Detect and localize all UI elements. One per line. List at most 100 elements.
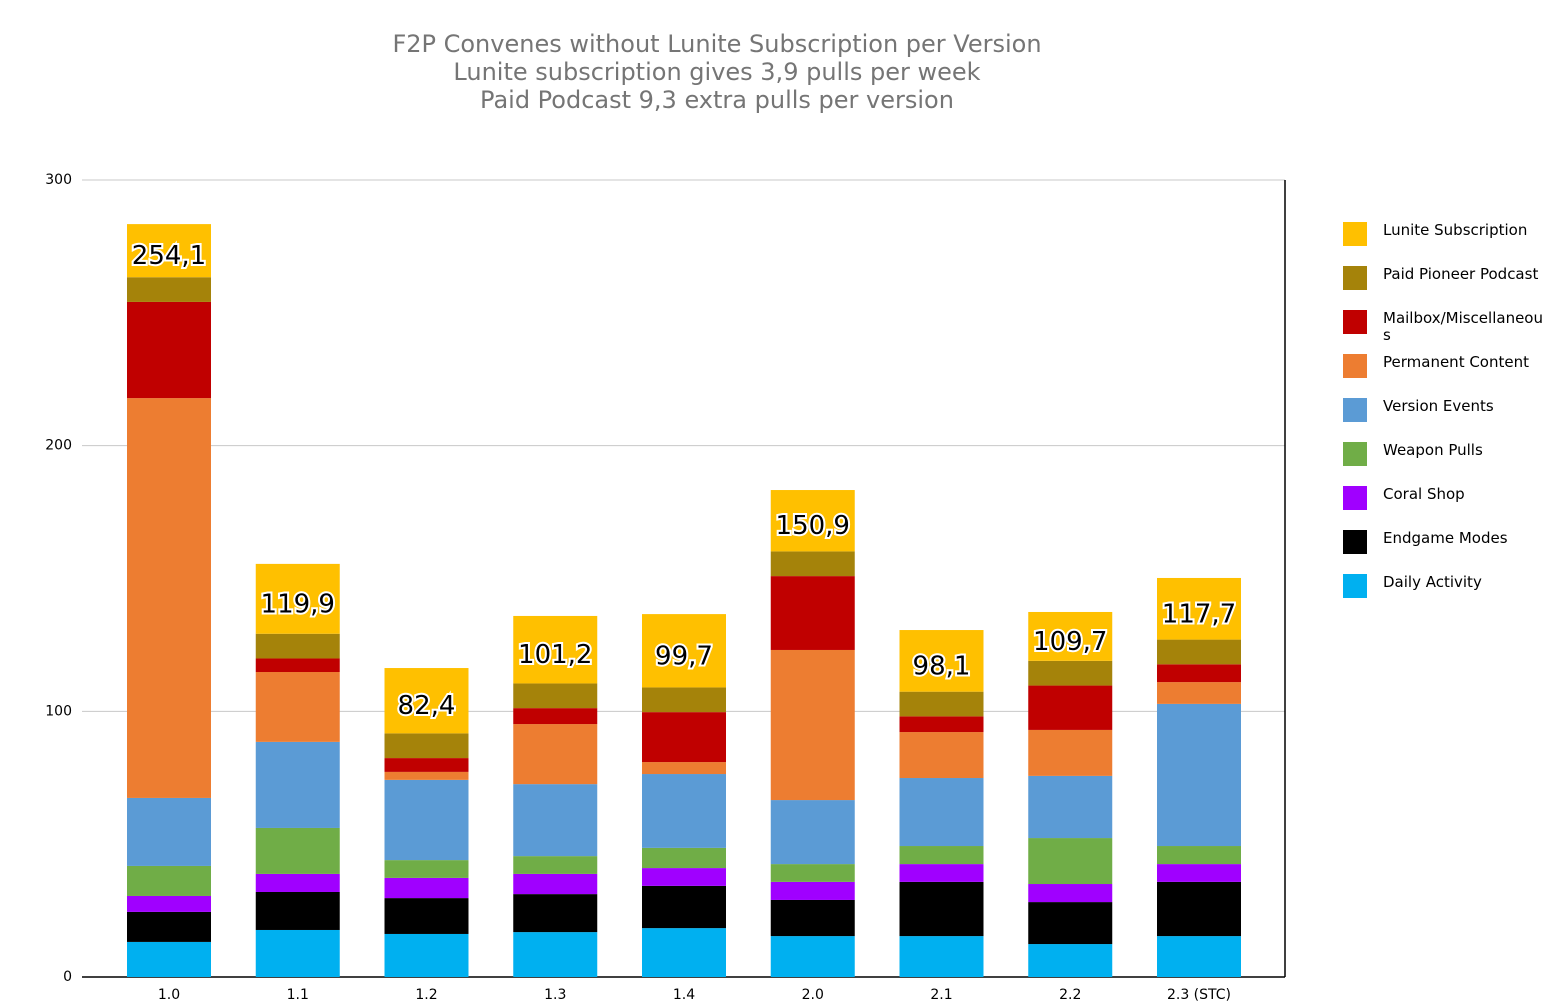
legend-swatch	[1343, 398, 1367, 422]
bar-segment	[642, 712, 726, 763]
bar-segment	[384, 933, 469, 977]
legend-swatch	[1343, 530, 1367, 554]
bar-segment	[1028, 838, 1113, 885]
bar-segment	[513, 724, 598, 785]
bar-segment	[255, 741, 340, 828]
bar-segment	[770, 576, 855, 650]
legend-swatch	[1343, 310, 1367, 334]
bar-segment	[127, 398, 211, 798]
legend-item: Paid Pioneer Podcast	[1343, 266, 1548, 310]
bar-segment	[513, 683, 598, 709]
bar-segment	[1157, 577, 1241, 640]
x-tick-label: 2.0	[802, 987, 824, 1003]
bar-segment	[384, 779, 469, 861]
total-label: 82,4	[398, 691, 456, 721]
chart-subtitle: Lunite subscription gives 3,9 pulls per …	[453, 58, 980, 86]
legend-label: Lunite Subscription	[1383, 221, 1528, 239]
bar-segment	[899, 881, 984, 937]
total-label: 254,1	[132, 241, 206, 271]
bar-segment	[899, 691, 984, 717]
x-tick-label: 1.0	[158, 987, 180, 1003]
bar-segment	[1157, 703, 1241, 847]
bar-segment	[1157, 881, 1241, 937]
bar-segment	[642, 885, 726, 929]
bar-segment	[899, 716, 984, 733]
bar-segment	[642, 687, 726, 713]
legend-item: Lunite Subscription	[1343, 222, 1548, 266]
bar-segment	[127, 941, 211, 977]
bar-segment	[513, 708, 598, 725]
y-tick-label: 100	[45, 703, 72, 719]
bar-segment	[127, 895, 211, 912]
bar-segment	[1157, 682, 1241, 704]
total-label: 98,1	[913, 651, 971, 681]
bar-segment	[1157, 639, 1241, 665]
legend-label: Weapon Pulls	[1383, 441, 1483, 459]
y-tick-label: 300	[45, 172, 72, 188]
legend-item: Endgame Modes	[1343, 530, 1548, 574]
bar-segment	[899, 936, 984, 977]
legend-label: Version Events	[1383, 397, 1494, 415]
legend-item: Version Events	[1343, 398, 1548, 442]
bar-segment	[384, 898, 469, 934]
total-label: 99,7	[655, 641, 713, 671]
bar-segment	[127, 865, 211, 896]
bar-segment	[255, 873, 340, 892]
bar-segment	[1028, 685, 1113, 730]
x-tick-label: 1.1	[287, 987, 309, 1003]
bar-segment	[127, 277, 211, 302]
bar-segment	[127, 797, 211, 866]
bar-segment	[513, 873, 598, 895]
bar-segment	[384, 877, 469, 899]
bar-segment	[1028, 660, 1113, 686]
bar-segment	[770, 864, 855, 882]
x-tick-label: 1.3	[544, 987, 566, 1003]
x-tick-label: 1.4	[673, 987, 695, 1003]
legend-swatch	[1343, 354, 1367, 378]
total-label: 150,9	[776, 511, 850, 541]
bar-segment	[513, 784, 598, 857]
legend-swatch	[1343, 222, 1367, 246]
bar-segment	[1157, 936, 1241, 977]
bar-segment	[1028, 902, 1113, 945]
bar-segment	[642, 774, 726, 848]
legend-label: Daily Activity	[1383, 573, 1482, 591]
legend-item: Daily Activity	[1343, 574, 1548, 618]
x-tick-label: 2.3 (STC)	[1167, 987, 1231, 1003]
bar-segment	[770, 936, 855, 977]
bar-segment	[384, 733, 469, 759]
bar-segment	[770, 490, 855, 552]
bar-segment	[1157, 864, 1241, 882]
bar-segment	[255, 827, 340, 874]
x-tick-label: 1.2	[415, 987, 437, 1003]
legend-item: Mailbox/Miscellaneous	[1343, 310, 1548, 354]
legend-label: Mailbox/Miscellaneous	[1383, 309, 1543, 344]
bar-segment	[513, 932, 598, 977]
bar-segment	[384, 771, 469, 780]
legend-item: Coral Shop	[1343, 486, 1548, 530]
bar-segment	[127, 224, 211, 278]
bar-segment	[255, 633, 340, 659]
legend-swatch	[1343, 266, 1367, 290]
legend-label: Coral Shop	[1383, 485, 1465, 503]
bar-segment	[1157, 664, 1241, 683]
bar-segment	[384, 668, 469, 734]
bar-segment	[384, 758, 469, 772]
bar-segment	[770, 899, 855, 937]
bar-segment	[770, 881, 855, 900]
chart-subtitle: Paid Podcast 9,3 extra pulls per version	[480, 86, 954, 114]
bar-segment	[642, 868, 726, 886]
legend-swatch	[1343, 442, 1367, 466]
bar-segment	[770, 800, 855, 865]
x-tick-label: 2.2	[1059, 987, 1081, 1003]
legend-label: Permanent Content	[1383, 353, 1529, 371]
bar-segment	[513, 615, 598, 684]
bar-segment	[642, 847, 726, 869]
bar-segment	[642, 928, 726, 977]
bar-segment	[513, 856, 598, 874]
bar-segment	[899, 778, 984, 847]
legend-swatch	[1343, 486, 1367, 510]
legend-label: Endgame Modes	[1383, 529, 1508, 547]
legend-item: Permanent Content	[1343, 354, 1548, 398]
